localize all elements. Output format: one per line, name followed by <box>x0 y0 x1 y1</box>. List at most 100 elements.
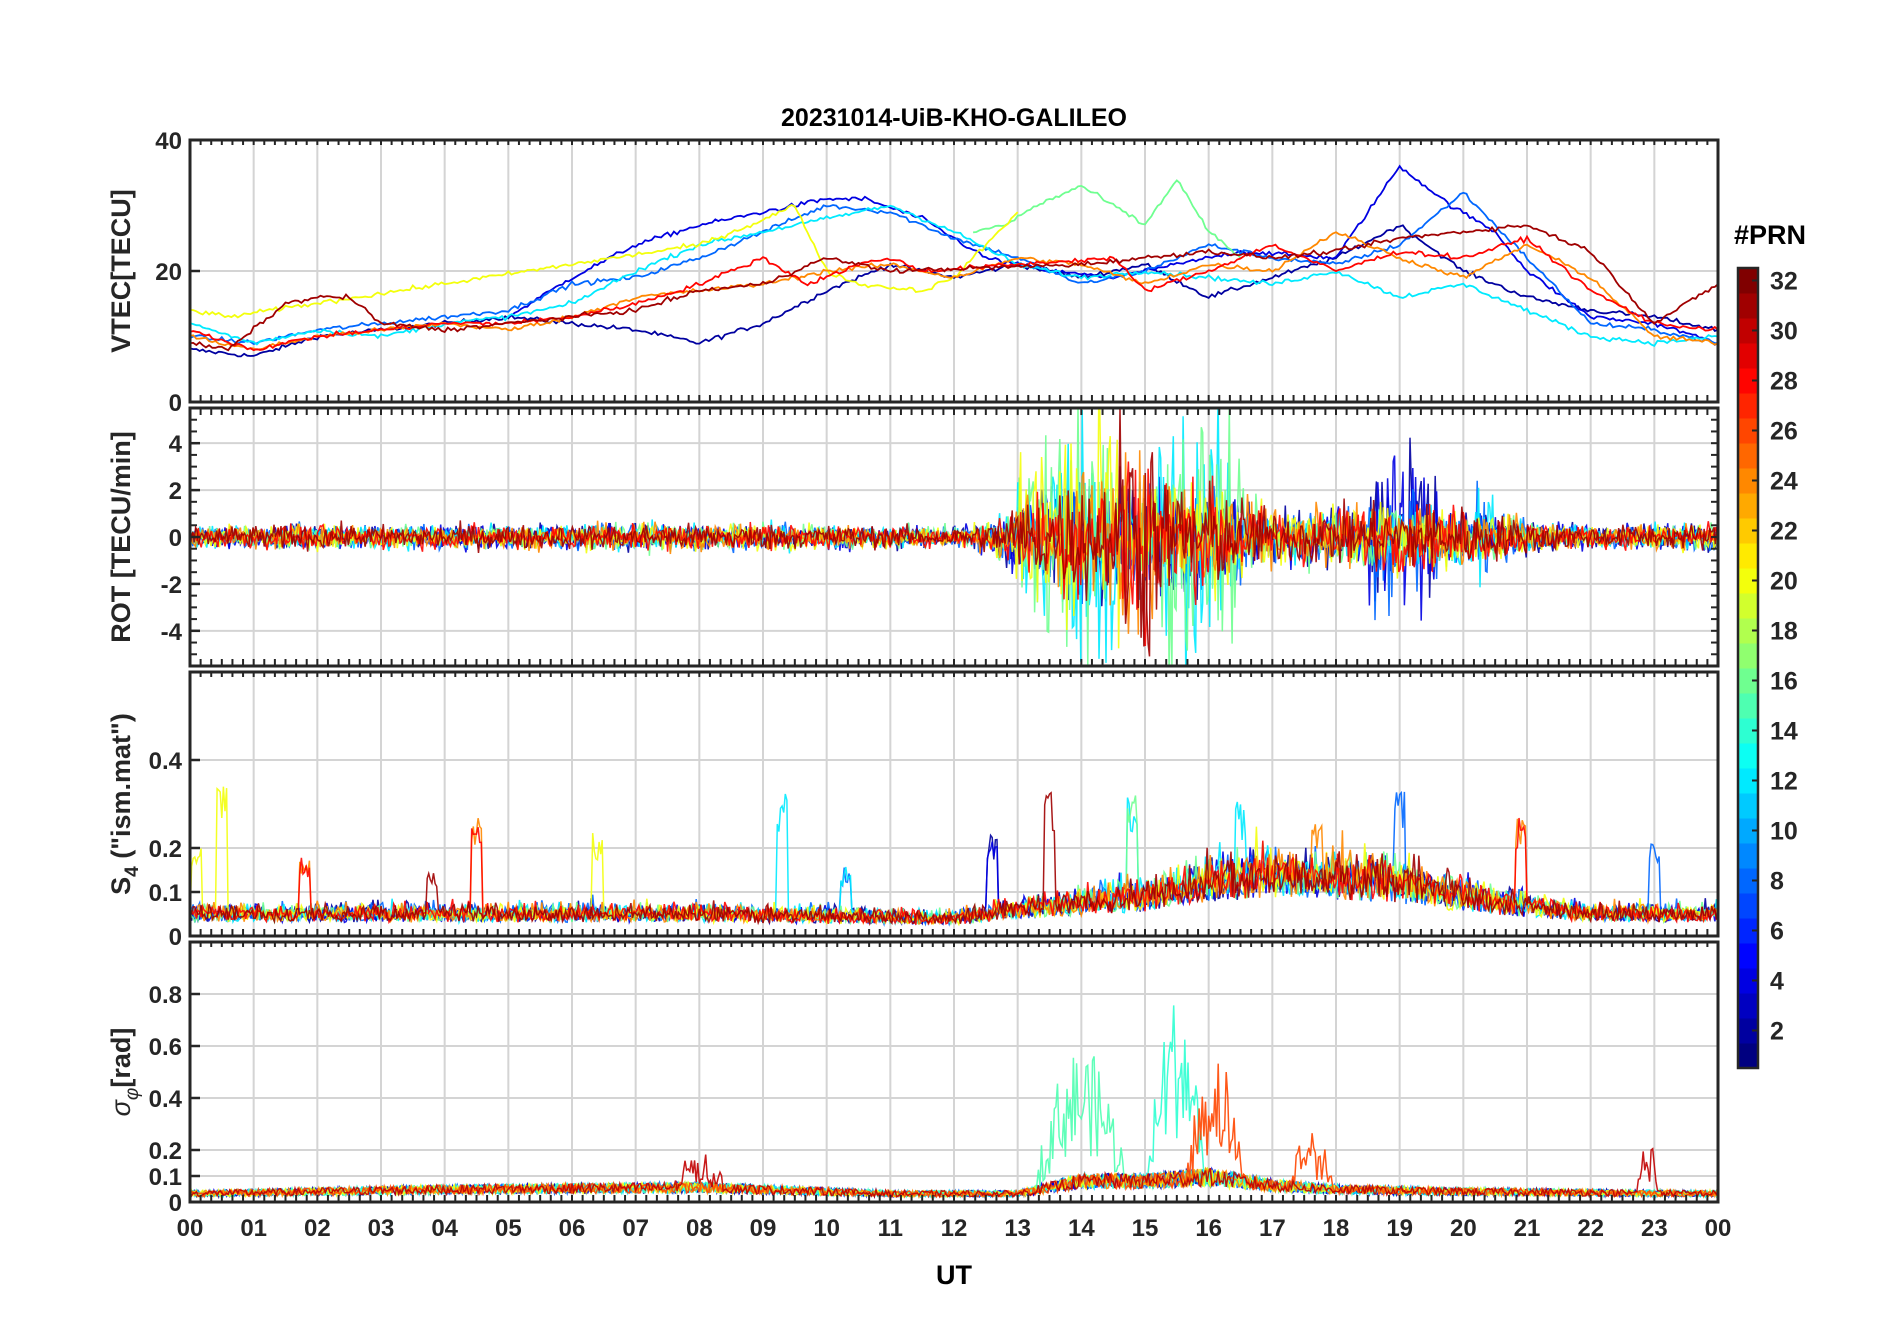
rot-series-prn-24 <box>190 450 1718 635</box>
panel-s4: 0 0.1 0.2 0.4S4 ("ism.mat") <box>106 670 1720 951</box>
x-axis-label: UT <box>936 1260 972 1290</box>
vtec-series-prn-20 <box>190 203 1019 319</box>
xtick-label: 22 <box>1577 1215 1604 1242</box>
xtick-label: 14 <box>1068 1215 1095 1242</box>
ytick-label: 4 <box>169 431 183 458</box>
panel-rot: -4 -2 0 2 4 ROT [TECU/min] <box>106 406 1720 668</box>
vtec-series-prn-16 <box>972 179 1242 259</box>
colorbar-tick-label: 26 <box>1770 418 1798 446</box>
colorbar-segment <box>1738 468 1758 494</box>
ytick-label: 0 <box>169 525 182 552</box>
ytick-label: 0.8 <box>149 982 182 1009</box>
colorbar-tick-label: 24 <box>1770 468 1798 496</box>
y-axis-label: S4 ("ism.mat") <box>106 713 143 895</box>
colorbar-frame <box>1736 266 1760 1070</box>
ytick-label: 20 <box>155 259 182 286</box>
chart-title: 20231014-UiB-KHO-GALILEO <box>781 104 1127 132</box>
xtick-label: 23 <box>1641 1215 1668 1242</box>
xtick-label: 07 <box>622 1215 649 1242</box>
colorbar-segment <box>1738 718 1758 744</box>
colorbar-tick-label: 4 <box>1770 968 1784 996</box>
colorbar-segment <box>1738 443 1758 469</box>
colorbar-tick-label: 2 <box>1770 1018 1784 1046</box>
series-s4 <box>190 786 1718 928</box>
colorbar-segment <box>1738 293 1758 319</box>
ytick-label: 0.2 <box>149 1138 182 1165</box>
xtick-label: 01 <box>240 1215 267 1242</box>
xtick-label: 12 <box>941 1215 968 1242</box>
colorbar-segment <box>1738 568 1758 594</box>
colorbar-tick-label: 22 <box>1770 518 1798 546</box>
rot-series-prn-28 <box>190 461 1718 647</box>
xtick-label: 08 <box>686 1215 713 1242</box>
colorbar-tick-label: 28 <box>1770 368 1798 396</box>
colorbar-segment <box>1738 893 1758 919</box>
colorbar-tick-label: 20 <box>1770 568 1798 596</box>
ytick-label: 0.6 <box>149 1034 182 1061</box>
colorbar-segment <box>1738 368 1758 394</box>
xtick-label: 05 <box>495 1215 522 1242</box>
xtick-label: 03 <box>368 1215 395 1242</box>
ytick-label: 40 <box>155 128 182 155</box>
panel-sigma_phi: 00.10.2 0.4 0.6 0.8σφ[rad] 00 01 02 03 04 05 06 07 0… <box>106 940 1732 1242</box>
ytick-label: 0 <box>169 924 182 951</box>
ytick-label: -2 <box>161 572 182 599</box>
vtec-series-prn-31 <box>190 224 1718 352</box>
colorbar-segment <box>1738 593 1758 619</box>
ytick-label: 0 <box>169 390 182 417</box>
ytick-label: 0 <box>169 1190 182 1217</box>
ytick-label: 0.4 <box>149 1086 183 1113</box>
colorbar-tick-label: 32 <box>1770 268 1798 296</box>
xtick-label: 11 <box>878 1215 903 1242</box>
s4-series-prn-31 <box>190 791 1718 927</box>
y-axis-label: ROT [TECU/min] <box>106 431 136 642</box>
ytick-label: 0.4 <box>149 748 183 775</box>
y-axis-label: VTEC[TECU] <box>106 189 136 353</box>
colorbar-segment <box>1738 1018 1758 1044</box>
colorbar-tick-label: 16 <box>1770 668 1798 696</box>
colorbar-tick-label: 6 <box>1770 918 1784 946</box>
colorbar-segment <box>1738 418 1758 444</box>
colorbar-tick-label: 8 <box>1770 868 1784 896</box>
colorbar-segment <box>1738 518 1758 544</box>
colorbar-segment <box>1738 668 1758 694</box>
colorbar-segment <box>1738 318 1758 344</box>
ytick-label: -4 <box>161 619 183 646</box>
colorbar-segment <box>1738 643 1758 669</box>
ytick-label: 0.1 <box>149 1164 182 1191</box>
colorbar-segment <box>1738 818 1758 844</box>
colorbar-tick-label: 18 <box>1770 618 1798 646</box>
xtick-label: 20 <box>1450 1215 1477 1242</box>
colorbar-segment <box>1738 868 1758 894</box>
y-axis-label: σφ[rad] <box>106 1028 143 1117</box>
xtick-label: 00 <box>177 1215 204 1242</box>
ytick-label: 2 <box>169 478 182 505</box>
colorbar-segment <box>1738 393 1758 419</box>
xtick-label: 10 <box>813 1215 840 1242</box>
colorbar-segment <box>1738 918 1758 944</box>
colorbar-segment <box>1738 993 1758 1019</box>
xtick-label: 13 <box>1004 1215 1031 1242</box>
colorbar-segment <box>1738 743 1758 769</box>
xtick-label: 04 <box>431 1215 458 1242</box>
xtick-label: 02 <box>304 1215 331 1242</box>
series-vtec <box>190 164 1718 358</box>
ytick-label: 0.2 <box>149 836 182 863</box>
rot-series-prn-31 <box>190 408 1718 657</box>
xtick-label: 17 <box>1259 1215 1286 1242</box>
xtick-label: 19 <box>1386 1215 1413 1242</box>
xtick-label: 21 <box>1514 1215 1541 1242</box>
xtick-label: 09 <box>750 1215 777 1242</box>
colorbar-segment <box>1738 1043 1758 1069</box>
xtick-label: 15 <box>1132 1215 1159 1242</box>
colorbar-segment <box>1738 618 1758 644</box>
xtick-label: 18 <box>1323 1215 1350 1242</box>
colorbar-tick-label: 10 <box>1770 818 1798 846</box>
colorbar-segment <box>1738 768 1758 794</box>
ytick-label: 0.1 <box>149 880 182 907</box>
xtick-label: 00 <box>1705 1215 1732 1242</box>
colorbar-label: #PRN <box>1734 220 1806 250</box>
